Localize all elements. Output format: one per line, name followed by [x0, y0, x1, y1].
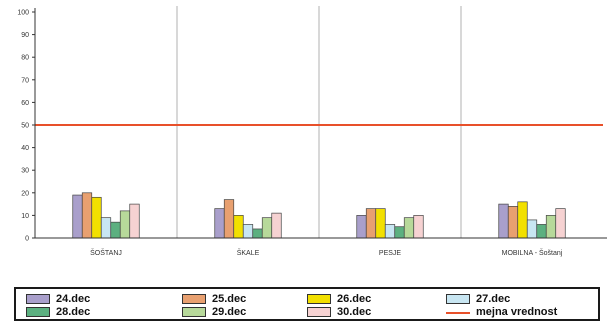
bar-28-dec-skale	[252, 228, 263, 239]
bar-29-dec-skale	[261, 217, 273, 239]
legend-label: mejna vrednost	[476, 306, 558, 318]
legend-swatch-27dec	[446, 294, 470, 304]
bar-28-dec-mobilna-sostanj	[536, 224, 547, 239]
bar-27-dec-pesje	[384, 224, 396, 239]
x-tick-label-skale: ŠKALE	[237, 248, 260, 257]
bar-25-dec-sostanj	[81, 192, 93, 239]
bar-24-dec-sostanj	[72, 194, 83, 239]
bar-25-dec-mobilna-sostanj	[507, 206, 519, 239]
x-tick-label-pesje: PESJE	[379, 250, 402, 257]
legend-item-24dec: 24.dec	[26, 292, 90, 306]
y-tick-labels: 0 10 20 30 40 50 60 70 80 90 100	[17, 10, 35, 243]
legend-item-limit: mejna vrednost	[446, 305, 557, 319]
legend-label: 29.dec	[212, 306, 247, 318]
legend-label: 24.dec	[56, 293, 91, 305]
y-tick-label: 90	[21, 32, 29, 39]
bar-25-dec-skale	[223, 199, 235, 239]
y-tick-label: 80	[21, 55, 29, 62]
legend-label: 27.dec	[476, 293, 511, 305]
bar-27-dec-sostanj	[100, 217, 112, 239]
y-tick-label: 60	[21, 100, 29, 107]
x-tick-label-sostanj: ŠOŠTANJ	[90, 248, 122, 257]
legend-swatch-limit	[446, 311, 470, 314]
legend-item-27dec: 27.dec	[446, 292, 510, 306]
x-tick-label-mobilna-sostanj: MOBILNA - Šoštanj	[502, 248, 563, 257]
legend-label: 26.dec	[337, 293, 372, 305]
bar-24-dec-mobilna-sostanj	[498, 203, 509, 239]
legend-swatch-29dec	[182, 307, 206, 317]
legend-item-30dec: 30.dec	[307, 305, 371, 319]
bar-28-dec-pesje	[394, 226, 405, 239]
legend-item-25dec: 25.dec	[182, 292, 246, 306]
bar-30-dec-sostanj	[129, 203, 140, 239]
y-tick-label: 40	[21, 145, 29, 152]
bar-24-dec-skale	[214, 208, 225, 239]
bar-chart: 0 10 20 30 40 50 60 70 80 90 100 ŠOŠTANJ ŠKALE PESJE…	[17, 6, 607, 257]
bar-30-dec-mobilna-sostanj	[555, 208, 566, 239]
legend-swatch-24dec	[26, 294, 50, 304]
legend-swatch-30dec	[307, 307, 331, 317]
y-tick-label: 30	[21, 168, 29, 175]
y-tick-label: 50	[21, 123, 29, 130]
legend-item-28dec: 28.dec	[26, 305, 90, 319]
bar-29-dec-pesje	[403, 217, 415, 239]
bar-26-dec-mobilna-sostanj	[517, 201, 528, 239]
bar-27-dec-mobilna-sostanj	[526, 219, 538, 239]
grid-lines	[176, 6, 462, 238]
legend-item-26dec: 26.dec	[307, 292, 371, 306]
axes	[34, 8, 607, 239]
legend-label: 25.dec	[212, 293, 247, 305]
y-tick-label: 10	[21, 213, 29, 220]
bar-29-dec-sostanj	[119, 210, 131, 239]
y-tick-label: 20	[21, 190, 29, 197]
bar-28-dec-sostanj	[110, 221, 121, 239]
bar-26-dec-pesje	[375, 208, 386, 239]
bar-25-dec-pesje	[365, 208, 377, 239]
legend-label: 30.dec	[337, 306, 372, 318]
bar-27-dec-skale	[242, 224, 254, 239]
y-tick-label: 100	[17, 10, 29, 17]
x-tick-labels: ŠOŠTANJ ŠKALE PESJE MOBILNA - Šoštanj	[90, 248, 563, 257]
bar-26-dec-sostanj	[91, 196, 102, 239]
y-tick-label: 70	[21, 77, 29, 84]
bar-30-dec-skale	[271, 212, 282, 239]
legend-swatch-26dec	[307, 294, 331, 304]
legend-swatch-28dec	[26, 307, 50, 317]
legend: 24.dec 25.dec 26.dec 27.dec 28.dec 29.de…	[14, 287, 600, 321]
y-tick-label: 0	[25, 236, 29, 243]
bar-26-dec-skale	[233, 215, 244, 239]
bar-24-dec-pesje	[356, 215, 367, 239]
legend-item-29dec: 29.dec	[182, 305, 246, 319]
legend-label: 28.dec	[56, 306, 91, 318]
bar-29-dec-mobilna-sostanj	[545, 215, 557, 239]
legend-swatch-25dec	[182, 294, 206, 304]
bar-30-dec-pesje	[413, 215, 424, 239]
